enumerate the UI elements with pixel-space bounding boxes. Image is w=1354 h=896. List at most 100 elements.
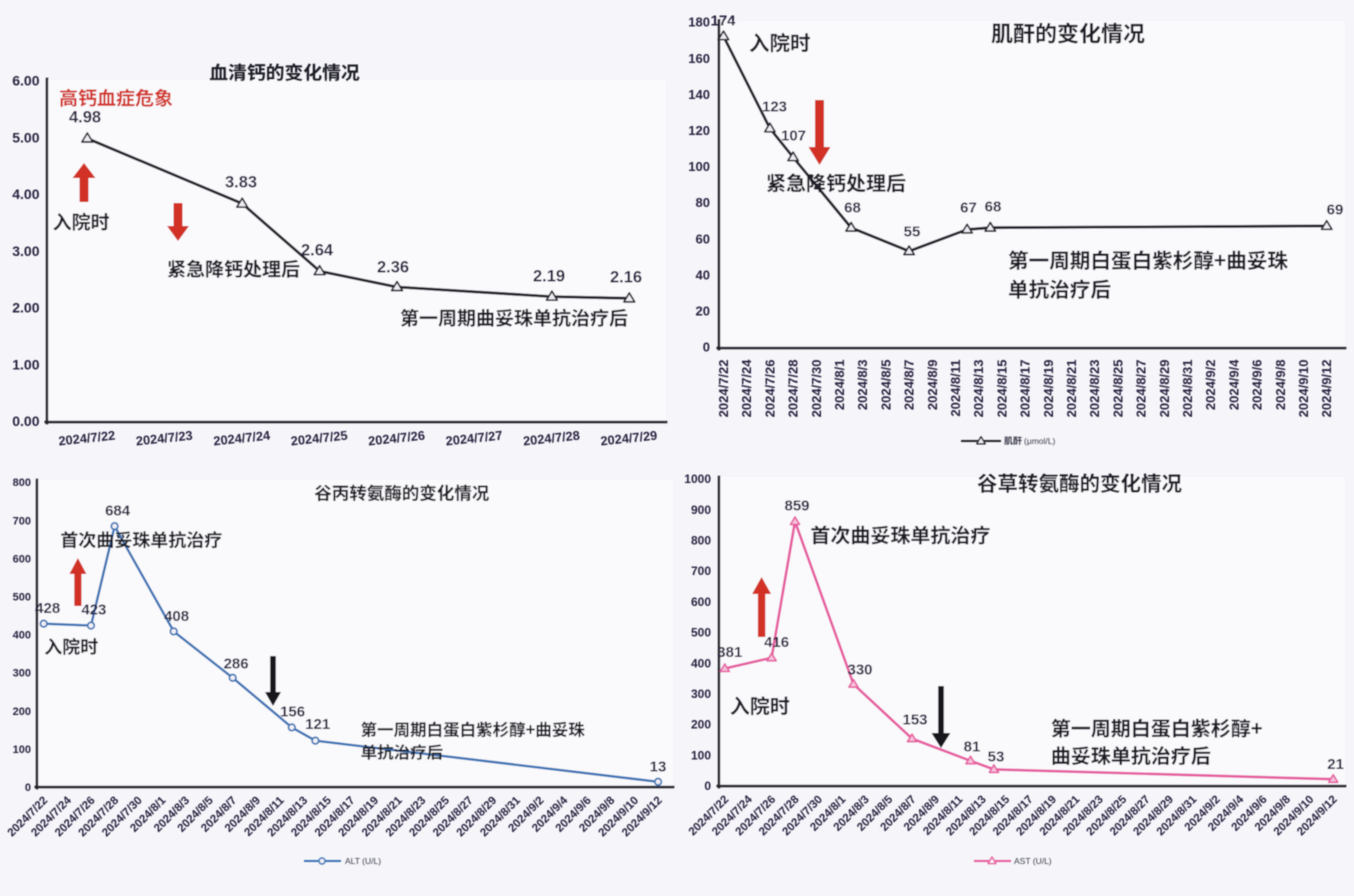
svg-text:2024/7/22: 2024/7/22 bbox=[716, 360, 731, 418]
svg-text:4.00: 4.00 bbox=[12, 186, 39, 202]
svg-text:55: 55 bbox=[904, 223, 921, 240]
svg-text:174: 174 bbox=[710, 12, 736, 29]
svg-text:2024/8/25: 2024/8/25 bbox=[1110, 360, 1125, 418]
svg-text:20: 20 bbox=[696, 304, 710, 319]
svg-text:2024/8/23: 2024/8/23 bbox=[1087, 360, 1102, 418]
svg-text:2024/7/26: 2024/7/26 bbox=[367, 428, 425, 449]
svg-text:2024/9/4: 2024/9/4 bbox=[1226, 359, 1241, 410]
svg-text:500: 500 bbox=[13, 592, 31, 604]
svg-text:600: 600 bbox=[13, 553, 31, 565]
svg-text:13: 13 bbox=[650, 758, 667, 775]
svg-text:AST (U/L): AST (U/L) bbox=[1014, 856, 1052, 866]
svg-text:330: 330 bbox=[847, 661, 872, 678]
svg-text:2.16: 2.16 bbox=[610, 269, 642, 287]
svg-text:1000: 1000 bbox=[684, 472, 711, 486]
svg-text:859: 859 bbox=[784, 497, 809, 514]
svg-text:40: 40 bbox=[696, 268, 710, 283]
svg-text:2024/9/10: 2024/9/10 bbox=[1296, 360, 1311, 418]
svg-text:0: 0 bbox=[703, 340, 710, 355]
svg-text:900: 900 bbox=[691, 503, 711, 517]
svg-text:68: 68 bbox=[985, 198, 1002, 215]
svg-text:2.36: 2.36 bbox=[377, 259, 409, 277]
svg-text:2024/8/3: 2024/8/3 bbox=[855, 360, 870, 411]
svg-text:400: 400 bbox=[691, 656, 711, 670]
svg-text:2.19: 2.19 bbox=[533, 268, 565, 286]
svg-text:6.00: 6.00 bbox=[12, 73, 39, 89]
svg-text:0: 0 bbox=[25, 782, 31, 794]
svg-text:156: 156 bbox=[280, 703, 305, 720]
svg-text:2024/7/29: 2024/7/29 bbox=[600, 428, 658, 449]
svg-text:2.00: 2.00 bbox=[12, 300, 39, 316]
svg-text:0: 0 bbox=[704, 779, 711, 793]
svg-text:423: 423 bbox=[81, 601, 106, 618]
svg-text:600: 600 bbox=[691, 595, 711, 609]
svg-text:408: 408 bbox=[164, 608, 189, 625]
svg-text:5.00: 5.00 bbox=[12, 129, 39, 145]
svg-text:200: 200 bbox=[13, 706, 31, 718]
svg-text:120: 120 bbox=[688, 123, 710, 138]
svg-text:81: 81 bbox=[964, 738, 981, 755]
svg-text:428: 428 bbox=[35, 600, 60, 617]
svg-text:0.00: 0.00 bbox=[12, 413, 39, 429]
svg-text:2024/8/15: 2024/8/15 bbox=[994, 360, 1009, 418]
svg-text:68: 68 bbox=[844, 199, 861, 216]
svg-text:100: 100 bbox=[13, 744, 31, 756]
svg-text:2024/9/12: 2024/9/12 bbox=[1319, 360, 1334, 418]
svg-text:200: 200 bbox=[691, 718, 711, 732]
svg-text:2024/8/27: 2024/8/27 bbox=[1134, 360, 1149, 418]
svg-text:4.98: 4.98 bbox=[69, 109, 101, 127]
svg-text:123: 123 bbox=[762, 98, 787, 115]
svg-text:2024/8/9: 2024/8/9 bbox=[925, 360, 940, 411]
svg-text:53: 53 bbox=[988, 748, 1005, 765]
svg-text:2024/7/24: 2024/7/24 bbox=[739, 359, 754, 418]
svg-text:180: 180 bbox=[688, 15, 710, 30]
svg-text:2024/9/2: 2024/9/2 bbox=[1203, 360, 1218, 411]
svg-text:160: 160 bbox=[688, 51, 710, 66]
svg-text:381: 381 bbox=[717, 644, 742, 661]
svg-text:2024/8/17: 2024/8/17 bbox=[1018, 360, 1033, 418]
svg-text:100: 100 bbox=[691, 748, 711, 762]
svg-text:3.83: 3.83 bbox=[225, 174, 257, 192]
svg-text:ALT (U/L): ALT (U/L) bbox=[345, 856, 381, 866]
svg-text:1.00: 1.00 bbox=[12, 356, 39, 372]
svg-text:800: 800 bbox=[13, 477, 31, 489]
svg-text:400: 400 bbox=[13, 630, 31, 642]
svg-text:2024/9/8: 2024/9/8 bbox=[1273, 360, 1288, 411]
svg-text:2024/8/7: 2024/8/7 bbox=[902, 360, 917, 411]
svg-text:69: 69 bbox=[1327, 201, 1344, 218]
svg-text:107: 107 bbox=[781, 127, 806, 144]
svg-text:153: 153 bbox=[902, 711, 927, 728]
svg-text:2024/7/28: 2024/7/28 bbox=[522, 428, 580, 449]
svg-text:2024/9/6: 2024/9/6 bbox=[1250, 360, 1265, 411]
svg-text:300: 300 bbox=[691, 687, 711, 701]
svg-text:21: 21 bbox=[1327, 756, 1344, 773]
svg-text:2024/8/29: 2024/8/29 bbox=[1157, 360, 1172, 418]
svg-text:286: 286 bbox=[224, 655, 249, 672]
svg-text:121: 121 bbox=[305, 716, 330, 733]
svg-text:800: 800 bbox=[691, 534, 711, 548]
svg-text:2024/8/13: 2024/8/13 bbox=[971, 360, 986, 418]
svg-text:2024/8/31: 2024/8/31 bbox=[1180, 360, 1195, 418]
svg-text:3.00: 3.00 bbox=[12, 243, 39, 259]
svg-text:300: 300 bbox=[13, 668, 31, 680]
svg-text:2024/7/23: 2024/7/23 bbox=[135, 428, 193, 449]
svg-text:2024/7/27: 2024/7/27 bbox=[445, 428, 503, 449]
svg-text:2024/8/21: 2024/8/21 bbox=[1064, 360, 1079, 418]
svg-text:700: 700 bbox=[691, 564, 711, 578]
svg-text:2024/8/5: 2024/8/5 bbox=[878, 360, 893, 411]
svg-text:2024/7/25: 2024/7/25 bbox=[290, 428, 348, 449]
svg-text:100: 100 bbox=[688, 159, 710, 174]
svg-text:2024/7/30: 2024/7/30 bbox=[809, 360, 824, 418]
svg-text:2024/7/22: 2024/7/22 bbox=[58, 428, 116, 449]
svg-text:2024/7/24: 2024/7/24 bbox=[213, 427, 272, 448]
svg-text:140: 140 bbox=[688, 87, 710, 102]
svg-text:2.64: 2.64 bbox=[301, 242, 334, 260]
svg-text:416: 416 bbox=[764, 634, 789, 651]
svg-text:67: 67 bbox=[960, 199, 977, 216]
svg-text:80: 80 bbox=[696, 195, 710, 210]
svg-text:2024/7/28: 2024/7/28 bbox=[786, 360, 801, 418]
svg-text:2024/8/11: 2024/8/11 bbox=[948, 360, 963, 417]
svg-text:2024/8/19: 2024/8/19 bbox=[1041, 360, 1056, 418]
svg-text:2024/8/1: 2024/8/1 bbox=[832, 360, 847, 411]
svg-text:500: 500 bbox=[691, 626, 711, 640]
